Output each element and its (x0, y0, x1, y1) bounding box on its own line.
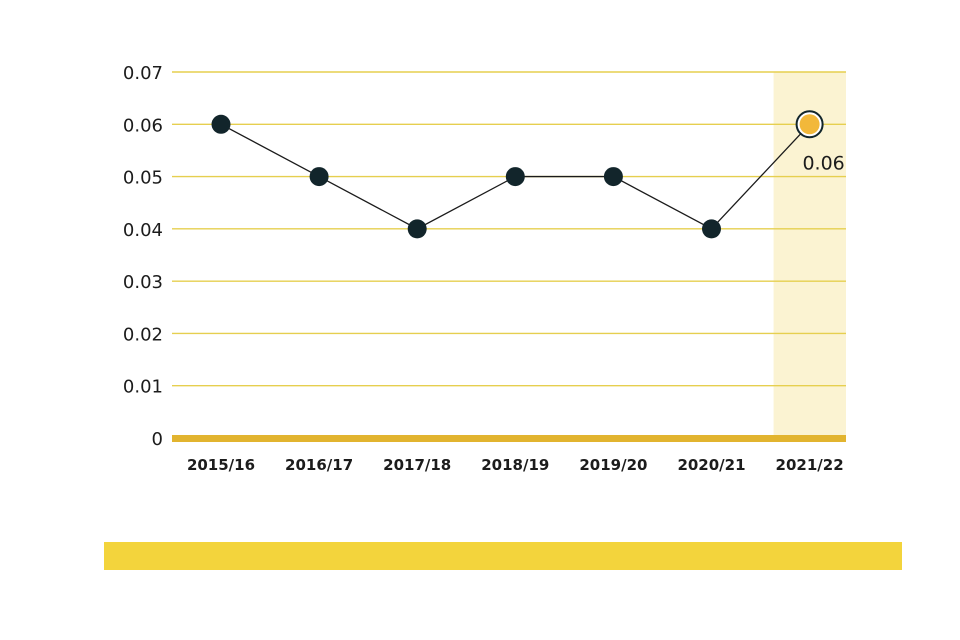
data-labels: 0.06 (802, 152, 844, 174)
highlight-point (799, 114, 820, 135)
data-point (603, 167, 623, 187)
footer-bar (104, 542, 902, 570)
data-point (211, 114, 231, 134)
baseline (172, 435, 846, 442)
x-tick-label: 2017/18 (383, 456, 451, 474)
data-points (211, 110, 824, 239)
y-tick-label: 0.04 (123, 220, 163, 241)
y-tick-label: 0.03 (123, 272, 163, 293)
x-tick-label: 2020/21 (677, 456, 745, 474)
y-tick-label: 0.07 (123, 63, 163, 84)
data-point (505, 167, 525, 187)
y-tick-label: 0.02 (123, 324, 163, 345)
data-label: 0.06 (802, 152, 844, 174)
x-tick-label: 2019/20 (579, 456, 647, 474)
y-tick-label: 0.05 (123, 168, 163, 189)
data-point (309, 167, 329, 187)
gridlines (172, 71, 846, 387)
y-tick-label: 0.06 (123, 115, 163, 136)
y-tick-label: 0 (152, 429, 163, 450)
data-point (407, 219, 427, 239)
x-tick-label: 2016/17 (285, 456, 353, 474)
x-axis-ticks: 2015/16 2016/17 2017/18 2018/19 2019/20 2020/… (187, 456, 844, 474)
x-tick-label: 2021/22 (776, 456, 844, 474)
x-tick-label: 2015/16 (187, 456, 255, 474)
x-tick-label: 2018/19 (481, 456, 549, 474)
y-tick-label: 0.01 (123, 377, 163, 398)
y-axis-ticks: 0 0.01 0.02 0.03 0.04 0.05 0.06 0.07 (123, 63, 163, 450)
data-point (702, 219, 721, 239)
